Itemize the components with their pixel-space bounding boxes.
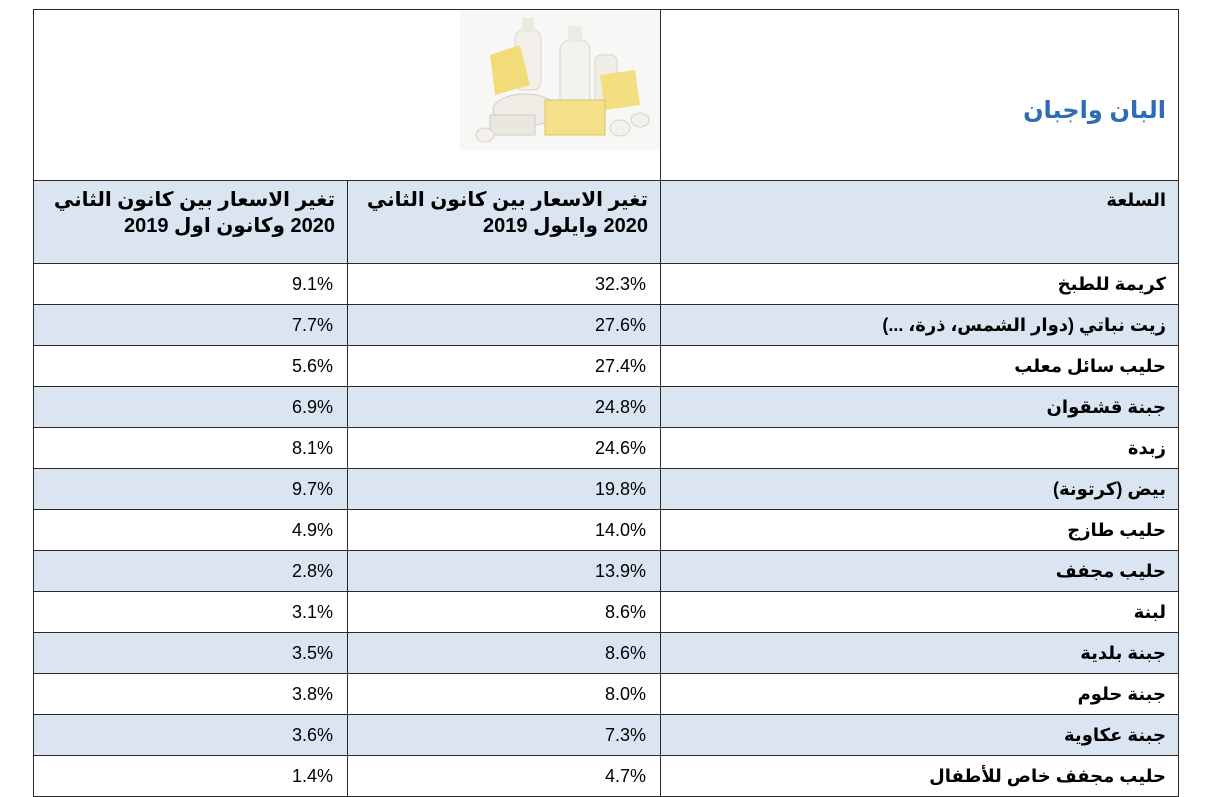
table-row: حليب طازج 14.0% 4.9% xyxy=(33,509,1179,551)
price-change: 1.4% xyxy=(33,755,348,797)
price-change: 8.0% xyxy=(347,673,661,715)
price-change: 6.9% xyxy=(33,386,348,428)
item-name: زبدة xyxy=(660,427,1179,469)
price-change: 4.9% xyxy=(33,509,348,551)
price-change: 9.1% xyxy=(33,263,348,305)
price-change: 8.6% xyxy=(347,591,661,633)
price-change: 5.6% xyxy=(33,345,348,387)
column-header: السلعة xyxy=(660,180,1179,264)
price-change: 3.1% xyxy=(33,591,348,633)
price-change: 27.6% xyxy=(347,304,661,346)
item-name: بيض (كرتونة) xyxy=(660,468,1179,510)
item-name: حليب طازج xyxy=(660,509,1179,551)
item-name: زيت نباتي (دوار الشمس، ذرة، ...) xyxy=(660,304,1179,346)
table-row: زبدة 24.6% 8.1% xyxy=(33,427,1179,469)
price-change: 32.3% xyxy=(347,263,661,305)
page: البان واجبان xyxy=(33,9,1179,797)
price-change: 3.8% xyxy=(33,673,348,715)
price-change: 8.1% xyxy=(33,427,348,469)
table-row: جبنة بلدية 8.6% 3.5% xyxy=(33,632,1179,674)
price-change: 24.8% xyxy=(347,386,661,428)
header-row: السلعة تغير الاسعار بين كانون الثاني 202… xyxy=(33,180,1179,264)
item-name: جبنة بلدية xyxy=(660,632,1179,674)
table-row: لبنة 8.6% 3.1% xyxy=(33,591,1179,633)
dairy-image xyxy=(460,10,660,150)
price-change: 7.7% xyxy=(33,304,348,346)
item-name: حليب مجفف xyxy=(660,550,1179,592)
item-name: كريمة للطبخ xyxy=(660,263,1179,305)
item-name: حليب سائل معلب xyxy=(660,345,1179,387)
table-body: كريمة للطبخ 32.3% 9.1% زيت نباتي (دوار الشم… xyxy=(33,263,1179,797)
banner-row: البان واجبان xyxy=(33,9,1179,181)
table-row: جبنة حلوم 8.0% 3.8% xyxy=(33,673,1179,715)
price-change: 13.9% xyxy=(347,550,661,592)
item-name: حليب مجفف خاص للأطفال xyxy=(660,755,1179,797)
table-row: جبنة عكاوية 7.3% 3.6% xyxy=(33,714,1179,756)
item-name: لبنة xyxy=(660,591,1179,633)
table-row: حليب مجفف خاص للأطفال 4.7% 1.4% xyxy=(33,755,1179,797)
price-change: 27.4% xyxy=(347,345,661,387)
price-change: 2.8% xyxy=(33,550,348,592)
price-change: 4.7% xyxy=(347,755,661,797)
table-row: زيت نباتي (دوار الشمس، ذرة، ...) 27.6% 7.7… xyxy=(33,304,1179,346)
table-row: جبنة قشقوان 24.8% 6.9% xyxy=(33,386,1179,428)
item-name: جبنة عكاوية xyxy=(660,714,1179,756)
table-row: كريمة للطبخ 32.3% 9.1% xyxy=(33,263,1179,305)
price-change: 7.3% xyxy=(347,714,661,756)
item-name: جبنة حلوم xyxy=(660,673,1179,715)
column-header: تغير الاسعار بين كانون الثاني 2020 وكانو… xyxy=(33,180,348,264)
price-change: 14.0% xyxy=(347,509,661,551)
column-header: تغير الاسعار بين كانون الثاني 2020 وايلو… xyxy=(347,180,661,264)
price-change: 9.7% xyxy=(33,468,348,510)
price-change: 3.6% xyxy=(33,714,348,756)
table-row: حليب سائل معلب 27.4% 5.6% xyxy=(33,345,1179,387)
price-change: 8.6% xyxy=(347,632,661,674)
table-row: بيض (كرتونة) 19.8% 9.7% xyxy=(33,468,1179,510)
price-table: البان واجبان xyxy=(33,9,1179,797)
price-change: 3.5% xyxy=(33,632,348,674)
item-name: جبنة قشقوان xyxy=(660,386,1179,428)
image-cell xyxy=(33,9,661,181)
price-change: 19.8% xyxy=(347,468,661,510)
price-change: 24.6% xyxy=(347,427,661,469)
title: البان واجبان xyxy=(660,9,1179,181)
table-row: حليب مجفف 13.9% 2.8% xyxy=(33,550,1179,592)
